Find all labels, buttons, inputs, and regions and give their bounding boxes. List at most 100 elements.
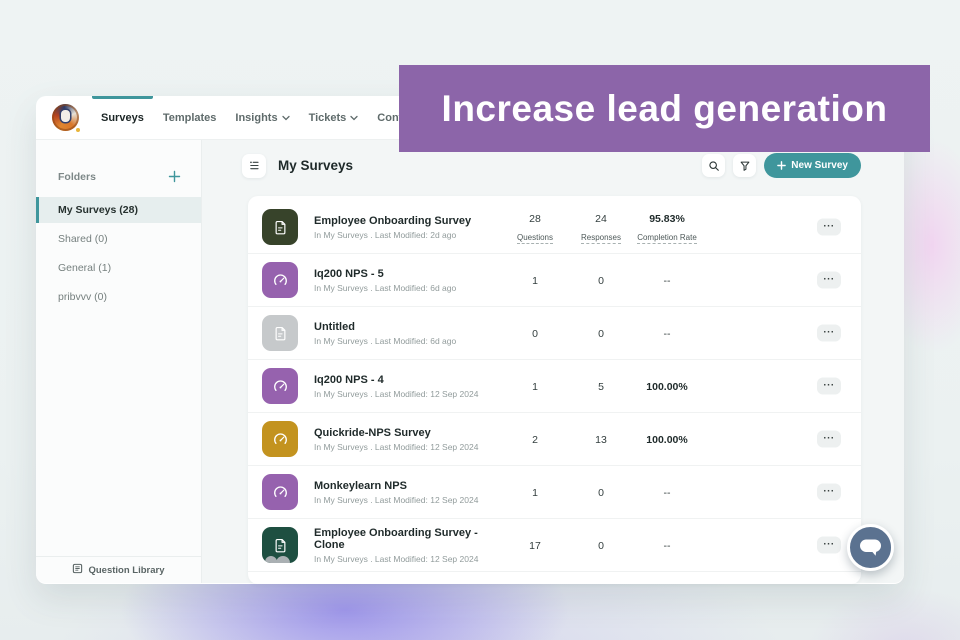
survey-title[interactable]: Employee Onboarding Survey [314, 214, 472, 227]
nav-item-label: Tickets [308, 111, 347, 124]
sidebar-item-my-surveys-28[interactable]: My Surveys (28) [36, 197, 201, 223]
chat-widget-button[interactable] [847, 524, 894, 571]
completion-stat: -- [627, 271, 707, 289]
survey-title[interactable]: Iq200 NPS - 5 [314, 267, 384, 280]
sidebar-item-shared-0[interactable]: Shared (0) [58, 233, 108, 245]
main-content: My Surveys [202, 140, 904, 584]
survey-row[interactable]: Monkeylearn NPS In My Surveys . Last Modi… [248, 466, 861, 519]
survey-list: Employee Onboarding Survey In My Surveys … [248, 196, 861, 584]
row-more-button[interactable]: ... [817, 324, 841, 342]
responses-count: 24 [595, 213, 607, 225]
survey-title[interactable]: Quickride-NPS Survey [314, 426, 431, 439]
nav-item-label: Surveys [101, 111, 144, 124]
list-view-toggle-button[interactable] [242, 153, 266, 178]
responses-count: 0 [598, 540, 604, 552]
survey-gauge-icon [262, 421, 298, 457]
nav-item-tickets[interactable]: Tickets [308, 96, 359, 139]
responses-count: 0 [598, 487, 604, 499]
sidebar-item-general-1[interactable]: General (1) [58, 262, 112, 274]
questions-label[interactable]: Questions [516, 233, 554, 244]
survey-row[interactable]: Iq200 NPS - 4 In My Surveys . Last Modifi… [248, 360, 861, 413]
completion-rate: -- [663, 487, 671, 499]
responses-count: 13 [595, 434, 607, 446]
chevron-down-icon [350, 115, 358, 121]
survey-meta: In My Surveys . Last Modified: 12 Sep 20… [314, 388, 479, 399]
app-window: SurveysTemplatesInsightsTicketsContactsR… [36, 96, 904, 584]
survey-gauge-icon [262, 474, 298, 510]
survey-row[interactable]: Quickride-NPS Survey In My Surveys . Last… [248, 413, 861, 466]
completion-rate: -- [663, 275, 671, 287]
row-more-button[interactable]: ... [817, 218, 841, 236]
sidebar-item-pribvvv-0[interactable]: pribvvv (0) [58, 291, 108, 303]
questions-stat: 0 [502, 324, 568, 342]
survey-gauge-icon [262, 368, 298, 404]
completion-rate: 95.83% [649, 213, 685, 225]
responses-label[interactable]: Responses [580, 233, 622, 244]
promo-banner-text: Increase lead generation [441, 87, 888, 129]
sidebar: Folders My Surveys (28) Shared (0) General… [36, 140, 202, 583]
survey-meta: In My Surveys . Last Modified: 6d ago [314, 335, 457, 346]
questions-stat: 1 [502, 271, 568, 289]
survey-row[interactable]: Iq200 NPS - 5 In My Surveys . Last Modifi… [248, 254, 861, 307]
completion-rate: -- [663, 328, 671, 340]
question-library-button[interactable]: Question Library [36, 556, 201, 583]
survey-gauge-icon [262, 262, 298, 298]
row-more-button[interactable]: ... [817, 271, 841, 289]
responses-stat: 0 [568, 483, 634, 501]
promo-banner: Increase lead generation [399, 65, 930, 152]
row-more-button[interactable]: ... [817, 430, 841, 448]
responses-stat: 0 [568, 271, 634, 289]
filter-button[interactable] [733, 154, 757, 177]
nav-item-surveys[interactable]: Surveys [92, 96, 153, 139]
row-more-button[interactable]: ... [817, 536, 841, 554]
survey-title[interactable]: Employee Onboarding Survey - Clone [314, 526, 478, 551]
page-title: My Surveys [278, 158, 354, 173]
search-button[interactable] [702, 154, 726, 177]
chat-bubble-icon [860, 539, 881, 556]
questions-count: 17 [529, 540, 541, 552]
responses-stat: 24 Responses [568, 209, 634, 245]
nav-item-insights[interactable]: Insights [235, 96, 290, 139]
row-more-button[interactable]: ... [817, 483, 841, 501]
responses-stat: 5 [568, 377, 634, 395]
library-icon [72, 563, 83, 577]
survey-row[interactable]: Untitled In My Surveys . Last Modified: 6… [248, 307, 861, 360]
plus-icon [777, 161, 787, 170]
add-folder-icon[interactable] [168, 170, 181, 183]
responses-stat: 0 [568, 324, 634, 342]
survey-meta: In My Surveys . Last Modified: 2d ago [314, 229, 457, 240]
responses-stat: 13 [568, 430, 634, 448]
questions-stat: 1 [502, 483, 568, 501]
survey-row[interactable]: Employee Onboarding Survey - Clone In My … [248, 519, 861, 572]
questions-count: 2 [532, 434, 538, 446]
responses-count: 5 [598, 381, 604, 393]
questions-stat: 2 [502, 430, 568, 448]
list-icon [249, 161, 259, 170]
questions-count: 1 [532, 275, 538, 287]
questions-count: 1 [532, 487, 538, 499]
completion-stat: 100.00% [627, 430, 707, 448]
survey-title[interactable]: Untitled [314, 320, 355, 333]
nav-item-label: Insights [235, 111, 278, 124]
nav-item-label: Templates [162, 111, 217, 124]
folder-list: My Surveys (28) Shared (0) General (1) prib… [36, 197, 201, 310]
completion-stat: 95.83% Completion Rate [627, 209, 707, 245]
survey-meta: In My Surveys . Last Modified: 12 Sep 20… [314, 441, 479, 452]
responses-count: 0 [598, 275, 604, 287]
responses-stat: 0 [568, 536, 634, 554]
completion-stat: -- [627, 324, 707, 342]
survey-doc-icon [262, 209, 298, 245]
completion-rate-label[interactable]: Completion Rate [637, 233, 697, 244]
questions-count: 1 [532, 381, 538, 393]
survey-title[interactable]: Monkeylearn NPS [314, 479, 407, 492]
questions-stat: 1 [502, 377, 568, 395]
nav-item-templates[interactable]: Templates [162, 96, 217, 139]
completion-rate: 100.00% [646, 381, 688, 393]
new-survey-button[interactable]: New Survey [764, 153, 861, 178]
survey-row[interactable]: Employee Onboarding Survey In My Surveys … [248, 201, 861, 254]
survey-meta: In My Surveys . Last Modified: 12 Sep 20… [314, 494, 479, 505]
survey-title[interactable]: Iq200 NPS - 4 [314, 373, 384, 386]
survey-doc-icon [262, 527, 298, 563]
completion-stat: -- [627, 536, 707, 554]
row-more-button[interactable]: ... [817, 377, 841, 395]
